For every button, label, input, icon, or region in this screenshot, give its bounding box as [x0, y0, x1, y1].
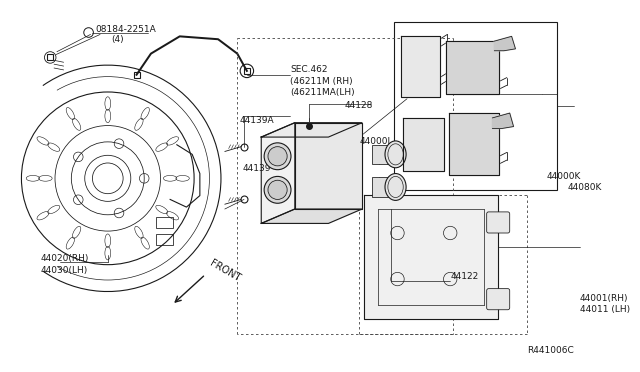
Polygon shape [261, 123, 295, 224]
Polygon shape [494, 36, 515, 51]
Bar [394, 22, 557, 190]
Text: R441006C: R441006C [527, 346, 573, 356]
Text: SEC.462: SEC.462 [290, 65, 328, 74]
Text: 44139: 44139 [242, 164, 271, 173]
Polygon shape [401, 36, 440, 97]
Text: 44122: 44122 [450, 272, 479, 280]
Text: 44001(RH): 44001(RH) [580, 294, 628, 303]
Bar [156, 217, 173, 228]
Text: (4): (4) [111, 35, 124, 44]
Ellipse shape [385, 141, 406, 168]
Text: (46211MA(LH): (46211MA(LH) [290, 89, 355, 97]
Text: 44128: 44128 [345, 101, 373, 110]
Text: 44080K: 44080K [567, 183, 602, 192]
Text: 44030(LH): 44030(LH) [40, 266, 88, 275]
Bar [156, 234, 173, 246]
Text: 44020(RH): 44020(RH) [40, 254, 89, 263]
Polygon shape [261, 123, 362, 137]
Text: 08184-2251A: 08184-2251A [95, 25, 156, 34]
FancyBboxPatch shape [486, 289, 509, 310]
Circle shape [264, 143, 291, 170]
Circle shape [264, 176, 291, 203]
Text: 44011 (LH): 44011 (LH) [580, 305, 630, 314]
Bar [372, 177, 399, 196]
Text: (46211M (RH): (46211M (RH) [290, 77, 353, 86]
Polygon shape [492, 113, 513, 128]
Polygon shape [261, 209, 362, 224]
Ellipse shape [385, 173, 406, 201]
Polygon shape [449, 113, 499, 176]
Polygon shape [446, 41, 499, 94]
Text: FRONT: FRONT [209, 258, 243, 283]
Polygon shape [364, 195, 498, 319]
Polygon shape [295, 123, 362, 209]
Polygon shape [403, 118, 444, 171]
Text: 44139A: 44139A [239, 116, 274, 125]
Text: 44000L: 44000L [359, 137, 392, 146]
FancyBboxPatch shape [486, 212, 509, 233]
Circle shape [268, 180, 287, 199]
Text: 44000K: 44000K [546, 172, 580, 181]
Circle shape [268, 147, 287, 166]
Bar [372, 145, 399, 164]
